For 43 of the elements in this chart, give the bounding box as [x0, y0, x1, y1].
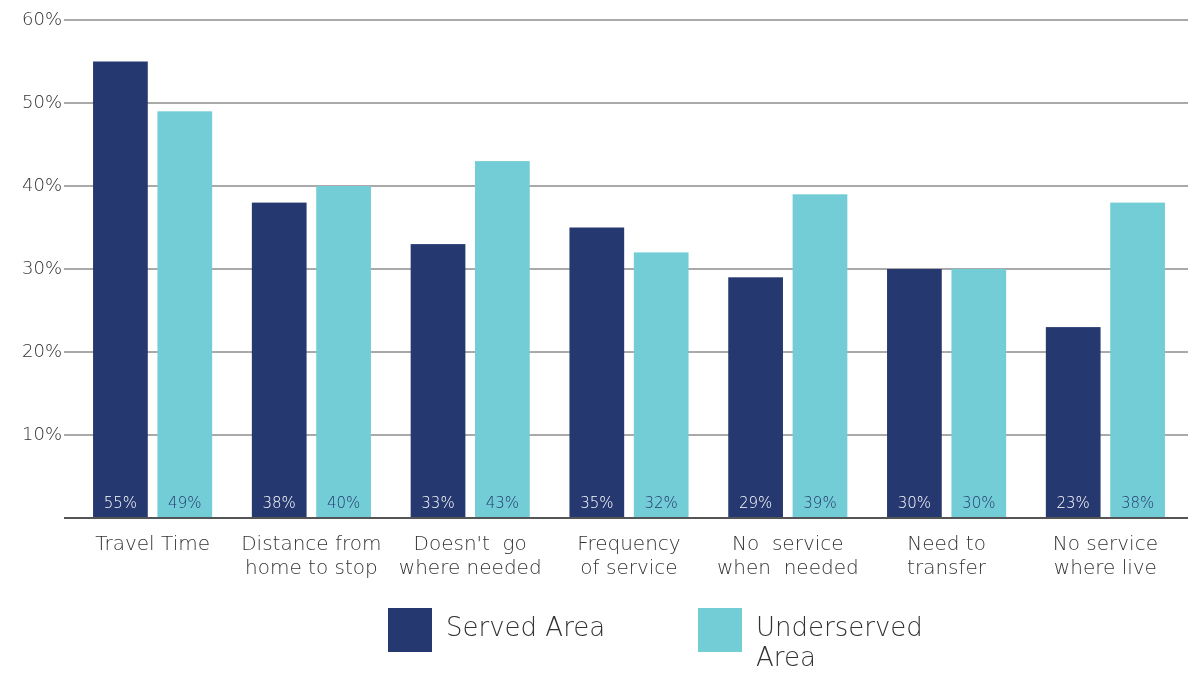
x-tick-label: Distance from home to stop [241, 531, 382, 579]
data-label: 32% [644, 494, 678, 512]
bar [251, 202, 307, 518]
bar [475, 161, 530, 518]
bar [569, 227, 625, 518]
data-label: 33% [421, 494, 455, 512]
y-tick-label: 30% [21, 257, 62, 278]
bar [728, 277, 783, 518]
bar [792, 194, 848, 518]
x-tick-label: Frequency of service [577, 531, 681, 579]
bar [157, 111, 213, 518]
y-tick-label: 40% [21, 174, 62, 195]
data-label: 39% [803, 494, 837, 512]
bar [633, 252, 689, 518]
x-tick-label: No service when needed [716, 531, 859, 579]
bar [1110, 202, 1165, 518]
data-label: 30% [897, 494, 932, 512]
data-label: 43% [485, 494, 520, 512]
bar [316, 186, 371, 518]
legend-label: Served Area [446, 612, 606, 642]
y-tick-label: 20% [21, 340, 62, 361]
data-label: 40% [326, 494, 361, 512]
data-label: 35% [580, 494, 614, 512]
data-label: 38% [262, 494, 296, 512]
y-tick-label: 50% [21, 91, 62, 112]
bar [1045, 327, 1101, 518]
data-label: 30% [962, 494, 996, 512]
bar [951, 269, 1007, 518]
data-label: 29% [738, 494, 773, 512]
data-label: 23% [1056, 494, 1090, 512]
x-tick-label: Travel Time [95, 531, 210, 555]
legend-label: Underserved Area [756, 612, 923, 672]
x-tick-label: Need to transfer [907, 531, 987, 579]
y-tick-label: 10% [21, 423, 62, 444]
bar [887, 269, 942, 518]
data-label: 38% [1120, 494, 1155, 512]
bar [93, 61, 148, 518]
x-tick-label: No service where live [1052, 531, 1158, 579]
bar [410, 244, 466, 518]
y-tick-label: 60% [21, 8, 62, 29]
x-tick-label: Doesn't go where needed [398, 531, 542, 579]
data-label: 49% [168, 494, 202, 512]
data-label: 55% [103, 494, 138, 512]
